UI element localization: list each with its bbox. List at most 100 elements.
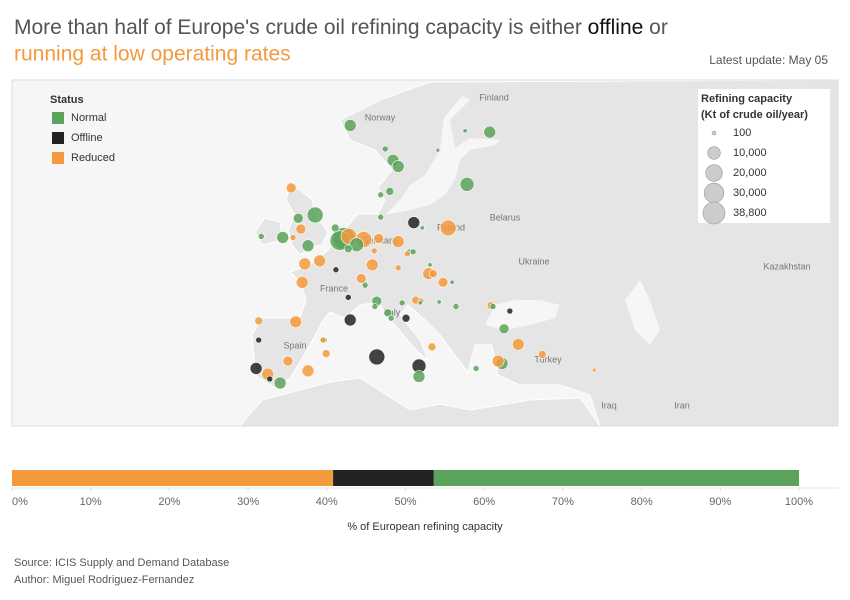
- bubble: [255, 336, 263, 344]
- bubble: [435, 147, 441, 153]
- x-tick-label: 40%: [316, 496, 338, 508]
- bubble: [285, 182, 297, 194]
- country-label: Spain: [283, 340, 306, 350]
- bubble: [319, 336, 327, 344]
- bubble: [349, 237, 364, 252]
- title-offline: offline: [588, 16, 644, 39]
- author: Author: Miguel Rodriguez-Fernandez: [14, 574, 194, 586]
- bubble: [343, 119, 357, 132]
- bubbles: [249, 119, 597, 390]
- bubble: [506, 307, 514, 315]
- x-tick-label: 20%: [158, 496, 180, 508]
- stacked-bar: % of European refining capacity 0% 10% 20%…: [11, 470, 838, 533]
- x-tick-label: 90%: [709, 496, 731, 508]
- x-tick-label: 60%: [473, 496, 495, 508]
- status-legend: Status Normal Offline Reduced: [50, 94, 115, 164]
- bubble: [298, 257, 312, 271]
- bubble: [373, 233, 385, 244]
- bubble: [489, 303, 497, 310]
- bubble: [371, 303, 379, 310]
- bubble: [403, 250, 411, 258]
- bubble: [439, 219, 457, 237]
- country-label: Norway: [365, 112, 396, 122]
- bubble: [394, 264, 402, 272]
- size-legend-circle: [702, 201, 726, 225]
- size-legend-label: 10,000: [733, 147, 767, 159]
- bubble: [257, 233, 265, 240]
- legend-swatch: [52, 112, 64, 124]
- country-label: Belarus: [490, 212, 521, 222]
- bubble: [301, 364, 315, 378]
- bubble: [407, 216, 421, 229]
- x-axis-label: % of European refining capacity: [347, 521, 503, 533]
- bar-segment: [12, 470, 334, 486]
- legend-swatch: [52, 132, 64, 144]
- bubble: [449, 279, 455, 285]
- black-sea: [485, 300, 560, 330]
- bubble: [412, 370, 426, 383]
- legend-label: Reduced: [71, 152, 115, 164]
- size-legend-label: 30,000: [733, 187, 767, 199]
- bubble: [462, 128, 468, 134]
- update-note: Latest update: May 05: [709, 53, 828, 67]
- country-label: Finland: [479, 92, 509, 102]
- bubble: [289, 315, 302, 329]
- x-tick-label: 100%: [785, 496, 813, 508]
- bubble: [387, 314, 395, 322]
- country-label: Iraq: [601, 400, 617, 410]
- bubble: [355, 273, 367, 284]
- country-label: Kazakhstan: [763, 261, 810, 271]
- size-legend-label: 100: [733, 127, 751, 139]
- bubble: [436, 299, 442, 305]
- size-legend-circle: [703, 182, 725, 204]
- bubble: [472, 365, 480, 372]
- bubble: [306, 206, 324, 224]
- bubble: [377, 191, 385, 199]
- size-legend-title: (Kt of crude oil/year): [701, 109, 808, 121]
- bubble: [313, 254, 327, 268]
- size-legend-circle: [707, 146, 721, 160]
- bubble: [427, 262, 433, 268]
- inland-seas: [385, 96, 660, 345]
- title-line-1: More than half of Europe's crude oil ref…: [14, 16, 668, 39]
- bubble: [381, 145, 389, 153]
- bubble: [332, 266, 340, 274]
- bubble: [491, 354, 505, 368]
- bubble: [301, 239, 315, 253]
- bubble: [385, 187, 395, 196]
- bubble: [282, 355, 294, 367]
- caspian-sea: [625, 280, 660, 345]
- bubble: [361, 281, 369, 289]
- x-tick-label: 10%: [80, 496, 102, 508]
- x-tick-label: 70%: [552, 496, 574, 508]
- bubble: [511, 338, 525, 351]
- bubble: [273, 376, 287, 390]
- legend-label: Normal: [71, 112, 106, 124]
- size-legend: Refining capacity (Kt of crude oil/year)…: [698, 89, 830, 225]
- bubble: [391, 235, 405, 248]
- bubble: [452, 303, 460, 310]
- country-label: Italy: [384, 307, 401, 317]
- bubble: [321, 349, 331, 358]
- bubble: [276, 231, 290, 244]
- legend-title: Status: [50, 94, 84, 106]
- x-tick-label: 80%: [631, 496, 653, 508]
- legend-label: Offline: [71, 132, 103, 144]
- bubble: [427, 342, 437, 352]
- bubble: [266, 375, 274, 383]
- country-label: Iran: [674, 400, 690, 410]
- bubble: [591, 367, 597, 373]
- bubble: [377, 213, 385, 221]
- bubble: [249, 362, 263, 375]
- africa: [239, 377, 601, 426]
- bar-segment: [333, 470, 434, 486]
- bubble: [459, 177, 475, 192]
- title-text: or: [649, 16, 668, 39]
- bubble: [417, 300, 423, 306]
- x-tick-label: 30%: [237, 496, 259, 508]
- bubble: [419, 225, 425, 231]
- bubble: [330, 223, 340, 233]
- bubble: [383, 308, 393, 318]
- baltic-sea: [385, 96, 500, 215]
